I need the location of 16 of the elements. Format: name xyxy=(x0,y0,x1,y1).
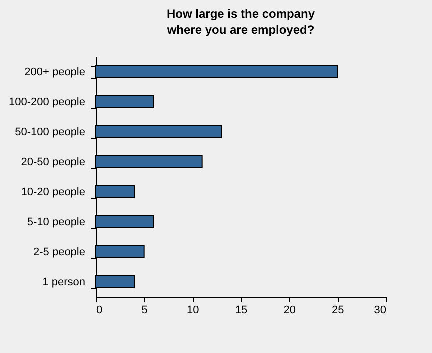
y-tick-label: 5-10 people xyxy=(27,216,86,228)
x-tick-label: 25 xyxy=(332,304,344,316)
y-tick-label: 2-5 people xyxy=(34,246,86,258)
x-tick-label: 30 xyxy=(374,304,386,316)
x-tick-label: 20 xyxy=(284,304,296,316)
x-tick-label: 0 xyxy=(96,304,103,316)
y-tick-label: 100-200 people xyxy=(9,96,86,108)
x-tick-label: 5 xyxy=(142,304,148,316)
y-tick-label: 1 person xyxy=(42,276,86,288)
y-tick-label: 200+ people xyxy=(24,66,86,78)
x-tick-label: 15 xyxy=(235,304,248,316)
y-tick-label: 10-20 people xyxy=(21,186,86,198)
y-tick-label: 20-50 people xyxy=(21,156,86,168)
chart-title: How large is the company where you are employed? xyxy=(166,7,316,37)
y-tick-label: 50-100 people xyxy=(15,126,86,138)
x-tick-label: 10 xyxy=(187,304,200,316)
